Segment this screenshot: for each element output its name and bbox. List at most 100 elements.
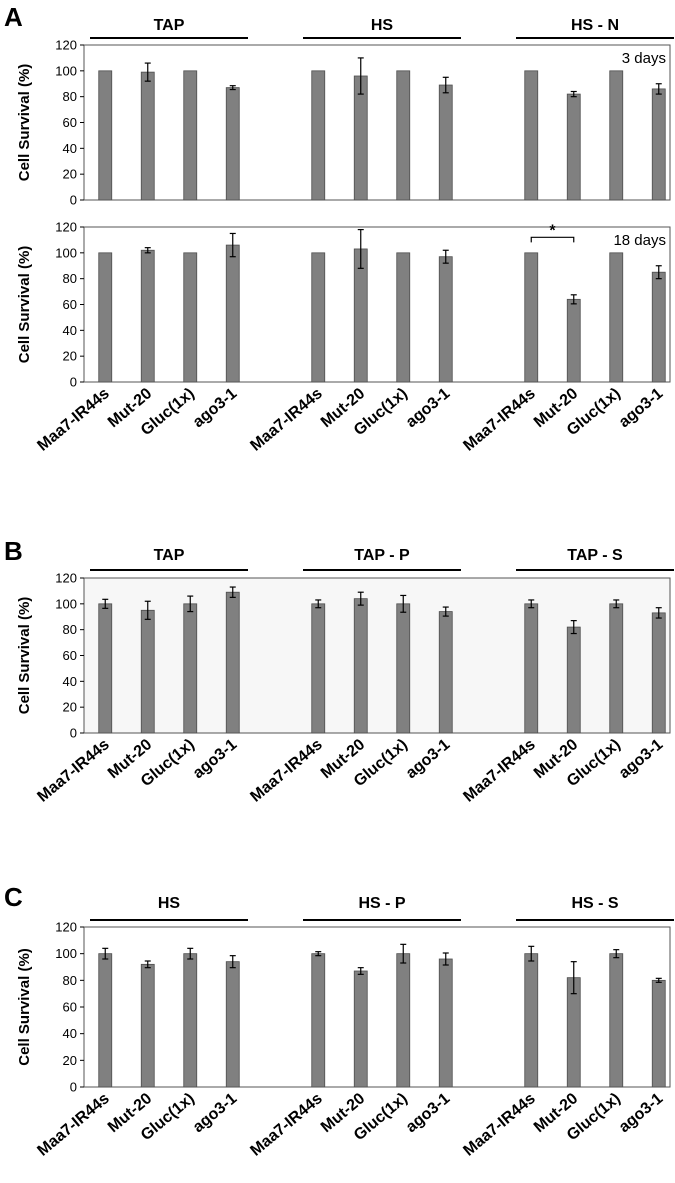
panel-letter: C xyxy=(4,882,23,912)
bar-maa7-ir44s xyxy=(524,70,539,201)
bar-ago3-1 xyxy=(438,958,453,1088)
plot-area xyxy=(83,926,671,1088)
group-title: HS - P xyxy=(358,895,405,912)
y-tick-label: 40 xyxy=(63,1026,77,1041)
y-axis-label: Cell Survival (%) xyxy=(16,948,33,1066)
y-tick-label: 80 xyxy=(63,622,77,637)
bar-maa7-ir44s xyxy=(311,953,326,1088)
bar-gluc-1x- xyxy=(183,70,198,201)
bar-gluc-1x- xyxy=(609,603,624,734)
bar-gluc-1x- xyxy=(609,70,624,201)
bar-ago3-1 xyxy=(438,611,453,734)
bar-gluc-1x- xyxy=(183,603,198,734)
x-tick-label: ago3-1 xyxy=(190,385,241,431)
group-title: TAP - P xyxy=(354,547,410,564)
x-tick-label: Maa7-IR44s xyxy=(247,385,325,455)
y-tick-label: 20 xyxy=(63,1053,77,1068)
plot-area xyxy=(83,577,671,734)
y-tick-label: 100 xyxy=(55,946,77,961)
group-title: HS xyxy=(158,895,181,912)
y-tick-label: 20 xyxy=(63,700,77,715)
bar-maa7-ir44s xyxy=(311,603,326,734)
bar-maa7-ir44s xyxy=(524,252,539,383)
bar-maa7-ir44s xyxy=(98,252,113,383)
x-tick-label: Maa7-IR44s xyxy=(460,1090,538,1160)
x-tick-label: Maa7-IR44s xyxy=(247,736,325,806)
bar-mut-20 xyxy=(566,626,581,734)
time-annotation: 3 days xyxy=(622,50,666,67)
y-tick-label: 60 xyxy=(63,115,77,130)
y-tick-label: 20 xyxy=(63,349,77,364)
bar-maa7-ir44s xyxy=(98,603,113,734)
bar-ago3-1 xyxy=(225,87,240,201)
y-tick-label: 100 xyxy=(55,596,77,611)
x-tick-label: Maa7-IR44s xyxy=(34,1090,112,1160)
x-tick-label: ago3-1 xyxy=(616,385,667,431)
y-tick-label: 40 xyxy=(63,323,77,338)
bar-mut-20 xyxy=(566,298,581,383)
group-title: TAP xyxy=(154,547,185,564)
group-title: HS - N xyxy=(571,17,619,34)
y-tick-label: 60 xyxy=(63,297,77,312)
bar-mut-20 xyxy=(140,71,155,201)
chart-c: C HS HS - P HS - S 0 20 40 60 80 100 120 Cell Survi… xyxy=(4,882,674,1160)
x-tick-label: Maa7-IR44s xyxy=(460,736,538,806)
y-axis-label: Cell Survival (%) xyxy=(16,64,33,182)
x-tick-label: ago3-1 xyxy=(190,736,241,782)
x-tick-label: ago3-1 xyxy=(616,736,667,782)
x-tick-label: ago3-1 xyxy=(190,1090,241,1136)
bar-ago3-1 xyxy=(225,961,240,1088)
group-title: TAP xyxy=(154,17,185,34)
bar-maa7-ir44s xyxy=(524,603,539,734)
y-tick-label: 20 xyxy=(63,167,77,182)
bar-gluc-1x- xyxy=(609,953,624,1088)
plot-area xyxy=(83,44,671,201)
bar-maa7-ir44s xyxy=(524,953,539,1088)
y-tick-label: 0 xyxy=(70,193,77,208)
x-tick-label: Maa7-IR44s xyxy=(34,385,112,455)
y-tick-label: 80 xyxy=(63,973,77,988)
y-tick-label: 60 xyxy=(63,648,77,663)
plot-area xyxy=(83,226,671,383)
bar-maa7-ir44s xyxy=(98,953,113,1088)
x-tick-label: Maa7-IR44s xyxy=(460,385,538,455)
chart-a-bottom: 0 20 40 60 80 100 120 Cell Survival (%) 18 days *… xyxy=(16,220,671,455)
bar-ago3-1 xyxy=(438,256,453,383)
y-tick-label: 80 xyxy=(63,271,77,286)
bar-gluc-1x- xyxy=(183,252,198,383)
significance-star: * xyxy=(549,222,556,239)
significance-bracket xyxy=(530,236,575,243)
y-tick-label: 80 xyxy=(63,89,77,104)
bar-ago3-1 xyxy=(225,244,240,383)
x-tick-label: ago3-1 xyxy=(616,1090,667,1136)
x-tick-label: ago3-1 xyxy=(403,1090,454,1136)
bar-mut-20 xyxy=(566,93,581,201)
group-title: HS - S xyxy=(571,895,618,912)
y-tick-label: 120 xyxy=(55,920,77,935)
bar-mut-20 xyxy=(140,609,155,734)
y-tick-label: 0 xyxy=(70,1080,77,1095)
bar-mut-20 xyxy=(140,963,155,1088)
y-tick-label: 120 xyxy=(55,38,77,53)
time-annotation: 18 days xyxy=(613,232,666,249)
y-tick-label: 0 xyxy=(70,726,77,741)
chart-b: B TAP TAP - P TAP - S 0 20 40 60 80 100 120 Cell Su… xyxy=(4,536,674,806)
group-title: HS xyxy=(371,17,394,34)
bar-mut-20 xyxy=(353,598,368,734)
y-tick-label: 120 xyxy=(55,220,77,235)
panel-letter: B xyxy=(4,536,23,566)
bar-gluc-1x- xyxy=(396,252,411,383)
bar-mut-20 xyxy=(353,970,368,1088)
bar-gluc-1x- xyxy=(396,603,411,734)
bar-mut-20 xyxy=(140,249,155,383)
y-tick-label: 40 xyxy=(63,141,77,156)
y-tick-label: 0 xyxy=(70,375,77,390)
bar-ago3-1 xyxy=(651,271,666,383)
panel-letter: A xyxy=(4,2,23,32)
y-tick-label: 120 xyxy=(55,571,77,586)
bar-maa7-ir44s xyxy=(311,252,326,383)
bar-ago3-1 xyxy=(651,612,666,734)
bar-gluc-1x- xyxy=(396,70,411,201)
x-tick-label: Maa7-IR44s xyxy=(34,736,112,806)
